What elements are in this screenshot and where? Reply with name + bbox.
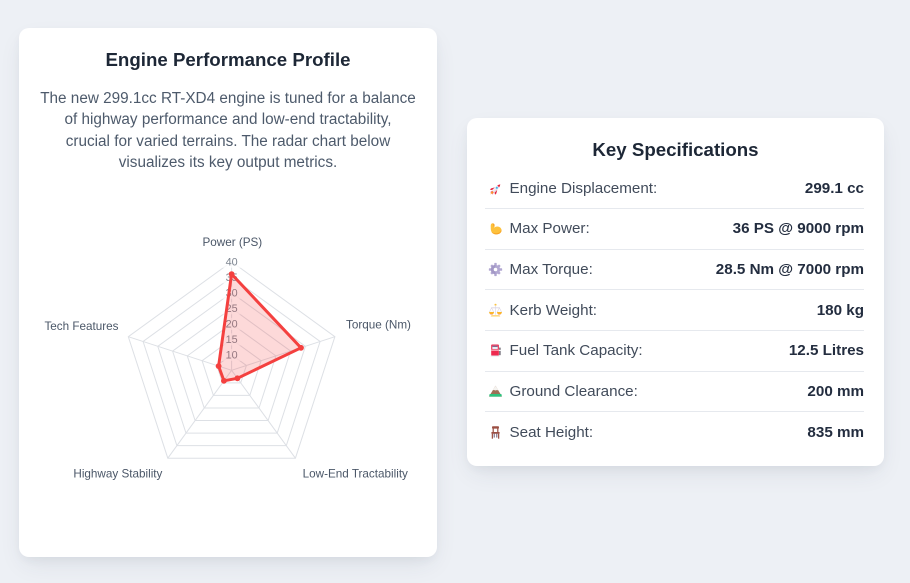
svg-text:Low-End Tractability: Low-End Tractability bbox=[303, 467, 408, 480]
svg-text:10: 10 bbox=[226, 350, 238, 362]
svg-text:Tech Features: Tech Features bbox=[44, 320, 118, 333]
svg-text:20: 20 bbox=[226, 319, 238, 331]
svg-text:15: 15 bbox=[226, 334, 238, 346]
svg-text:Highway Stability: Highway Stability bbox=[73, 467, 162, 480]
svg-text:Power (PS): Power (PS) bbox=[202, 236, 262, 249]
svg-text:40: 40 bbox=[226, 257, 238, 269]
svg-text:Torque (Nm): Torque (Nm) bbox=[346, 319, 411, 332]
